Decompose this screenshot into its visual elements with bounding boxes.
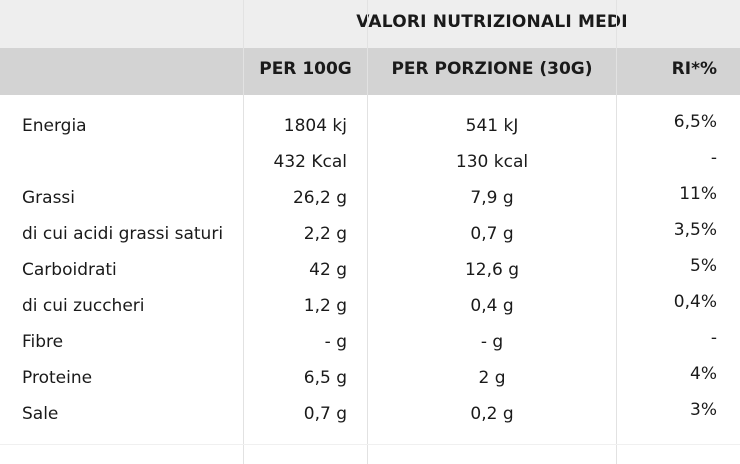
value-per-100g: 1804 kj [283,116,347,136]
table-row: Sale 0,7 g 0,2 g 3% [0,396,740,432]
table-bottom-line [0,444,740,445]
value-per-100g: 432 Kcal [273,152,348,172]
value-ri-percent: 5% [690,256,717,276]
value-per-100g: - g [324,332,347,352]
value-per-100g: 42 g [309,260,347,280]
value-per-portion: 7,9 g [470,188,514,208]
table-row: di cui zuccheri 1,2 g 0,4 g 0,4% [0,288,740,324]
nutrient-name: Proteine [22,368,93,388]
table-header-columns: PER 100G PER PORZIONE (30G) RI*% [0,48,740,95]
table-row: Energia 1804 kj 541 kJ 6,5% [0,108,740,144]
value-per-portion: 0,4 g [470,296,514,316]
table-row: Carboidrati 42 g 12,6 g 5% [0,252,740,288]
value-per-100g: 2,2 g [303,224,347,244]
column-header-per-portion: PER PORZIONE (30G) [391,59,593,79]
column-divider [243,0,244,464]
table-row: Grassi 26,2 g 7,9 g 11% [0,180,740,216]
value-ri-percent: 4% [690,364,717,384]
value-per-100g: 1,2 g [303,296,347,316]
column-divider [367,0,368,464]
nutrient-name: Sale [22,404,59,424]
value-per-100g: 26,2 g [292,188,347,208]
value-ri-percent: 3,5% [673,220,717,240]
value-per-portion: 130 kcal [455,152,529,172]
nutrient-name: Fibre [22,332,64,352]
value-per-portion: 541 kJ [465,116,519,136]
nutrient-name: di cui zuccheri [22,296,145,316]
value-per-portion: - g [480,332,504,352]
value-per-100g: 0,7 g [303,404,347,424]
value-ri-percent: 6,5% [673,112,717,132]
nutrient-name: Energia [22,116,87,136]
value-ri-percent: 11% [679,184,717,204]
value-per-portion: 12,6 g [464,260,520,280]
nutrient-name: Carboidrati [22,260,117,280]
nutrient-name: di cui acidi grassi saturi [22,224,224,244]
value-ri-percent: - [710,148,717,168]
value-ri-percent: - [710,328,717,348]
table-row: Fibre - g - g - [0,324,740,360]
value-per-portion: 2 g [478,368,506,388]
value-per-100g: 6,5 g [303,368,347,388]
value-per-portion: 0,7 g [470,224,514,244]
nutrient-name: Grassi [22,188,76,208]
column-header-per-100g: PER 100G [259,59,352,79]
value-ri-percent: 3% [690,400,717,420]
value-per-portion: 0,2 g [470,404,514,424]
column-header-ri: RI*% [671,59,717,79]
table-row: di cui acidi grassi saturi 2,2 g 0,7 g 3,5% [0,216,740,252]
table-row: 432 Kcal 130 kcal - [0,144,740,180]
table-row: Proteine 6,5 g 2 g 4% [0,360,740,396]
value-ri-percent: 0,4% [673,292,717,312]
table-title: VALORI NUTRIZIONALI MEDI [356,12,628,32]
table-header-top: VALORI NUTRIZIONALI MEDI [0,0,740,48]
column-divider [616,0,617,464]
